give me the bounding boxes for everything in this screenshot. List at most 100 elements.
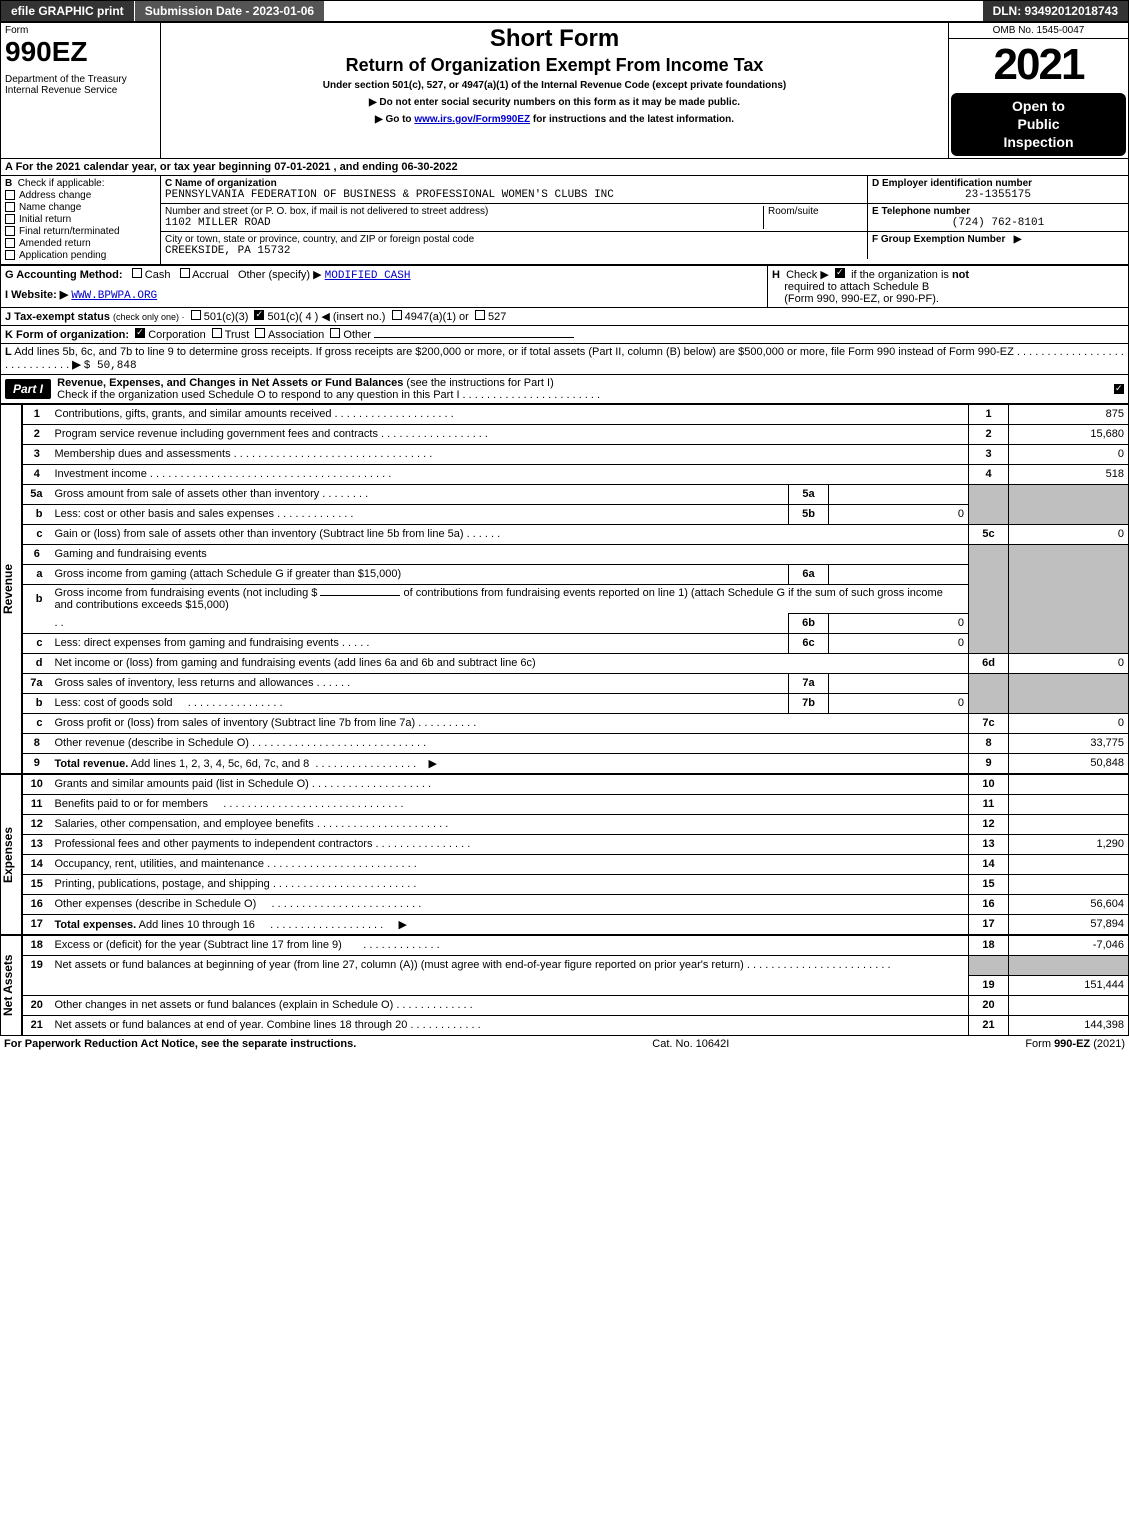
h-check-text: Check ▶ xyxy=(786,269,829,281)
name-change-checkbox-line[interactable]: Name change xyxy=(5,202,156,213)
other-specify-label: Other (specify) ▶ xyxy=(238,269,322,281)
association-checkbox[interactable] xyxy=(255,328,265,338)
schedule-o-checkbox[interactable] xyxy=(1114,384,1124,394)
b-label: B xyxy=(5,178,12,189)
line-18-val: -7,046 xyxy=(1009,935,1129,955)
final-return-label: Final return/terminated xyxy=(19,226,120,237)
corporation-checkbox[interactable] xyxy=(135,328,145,338)
application-pending-checkbox[interactable] xyxy=(5,250,15,260)
line-5ab-grey xyxy=(969,484,1009,524)
line-3-ref: 3 xyxy=(969,444,1009,464)
527-label: 527 xyxy=(488,311,506,323)
final-return-checkbox-line[interactable]: Final return/terminated xyxy=(5,226,156,237)
line-6a-desc: Gross income from gaming (attach Schedul… xyxy=(55,568,402,580)
501c4-label: 501(c)( 4 ) ◀ (insert no.) xyxy=(268,311,386,323)
line-13: 13Professional fees and other payments t… xyxy=(23,834,1129,854)
j-sub: (check only one) · xyxy=(113,312,185,322)
501c4-checkbox[interactable] xyxy=(254,310,264,320)
line-9-val: 50,848 xyxy=(1009,753,1129,773)
submission-date-button[interactable]: Submission Date - 2023-01-06 xyxy=(135,1,325,21)
line-18-ref: 18 xyxy=(969,935,1009,955)
h-label: H xyxy=(772,269,780,281)
line-14: 14Occupancy, rent, utilities, and mainte… xyxy=(23,854,1129,874)
irs-label: Internal Revenue Service xyxy=(5,85,117,96)
line-16-val: 56,604 xyxy=(1009,894,1129,914)
section-l: L Add lines 5b, 6c, and 7b to line 9 to … xyxy=(0,344,1129,375)
expenses-lines: 10Grants and similar amounts paid (list … xyxy=(22,774,1129,935)
f-arrow-icon: ▶ xyxy=(1014,234,1022,245)
line-6c: cLess: direct expenses from gaming and f… xyxy=(23,633,1129,653)
street-cell: Number and street (or P. O. box, if mail… xyxy=(161,204,868,231)
form-label: Form xyxy=(5,25,156,36)
line-6-desc: Gaming and fundraising events xyxy=(55,548,207,560)
department-label: Department of the Treasury Internal Reve… xyxy=(5,74,156,96)
4947-checkbox[interactable] xyxy=(392,310,402,320)
note2-prefix: ▶ Go to xyxy=(375,114,414,125)
h-text3: required to attach Schedule B xyxy=(784,281,929,293)
association-label: Association xyxy=(268,329,324,341)
line-7a-desc: Gross sales of inventory, less returns a… xyxy=(55,677,314,689)
open-to-public-inspection: Open to Public Inspection xyxy=(951,93,1126,156)
irs-link[interactable]: www.irs.gov/Form990EZ xyxy=(414,114,530,125)
line-6b-subref: 6b xyxy=(789,613,829,633)
phone-cell: E Telephone number (724) 762-8101 xyxy=(868,204,1128,231)
room-label: Room/suite xyxy=(768,206,819,217)
website-link[interactable]: WWW.BPWPA.ORG xyxy=(71,290,157,302)
cash-checkbox[interactable] xyxy=(132,268,142,278)
org-name-cell: C Name of organization PENNSYLVANIA FEDE… xyxy=(161,176,868,203)
name-change-checkbox[interactable] xyxy=(5,202,15,212)
line-1: 1Contributions, gifts, grants, and simil… xyxy=(23,404,1129,424)
501c3-checkbox[interactable] xyxy=(191,310,201,320)
section-g-h: G Accounting Method: Cash Accrual Other … xyxy=(0,265,1129,308)
trust-checkbox[interactable] xyxy=(212,328,222,338)
accounting-method-link[interactable]: MODIFIED CASH xyxy=(325,270,411,282)
city-label: City or town, state or province, country… xyxy=(165,234,474,245)
line-6d-val: 0 xyxy=(1009,653,1129,673)
line-4: 4Investment income . . . . . . . . . . .… xyxy=(23,464,1129,484)
line-5c: cGain or (loss) from sale of assets othe… xyxy=(23,524,1129,544)
final-return-checkbox[interactable] xyxy=(5,226,15,236)
tax-year: 2021 xyxy=(949,39,1128,91)
header-right-cell: OMB No. 1545-0047 2021 Open to Public In… xyxy=(949,23,1129,159)
application-pending-checkbox-line[interactable]: Application pending xyxy=(5,250,156,261)
4947-label: 4947(a)(1) or xyxy=(405,311,469,323)
line-6a-subref: 6a xyxy=(789,564,829,584)
page-footer: For Paperwork Reduction Act Notice, see … xyxy=(0,1036,1129,1052)
amended-return-checkbox[interactable] xyxy=(5,238,15,248)
efile-print-button[interactable]: efile GRAPHIC print xyxy=(1,1,135,21)
header-left-cell: Form 990EZ Department of the Treasury In… xyxy=(1,23,161,159)
line-6b-blank xyxy=(320,595,400,596)
line-4-desc: Investment income xyxy=(55,468,147,480)
other-checkbox[interactable] xyxy=(330,328,340,338)
schedule-b-checkbox[interactable] xyxy=(835,268,845,278)
line-7c: cGross profit or (loss) from sales of in… xyxy=(23,713,1129,733)
line-20-ref: 20 xyxy=(969,995,1009,1015)
revenue-lines: 1Contributions, gifts, grants, and simil… xyxy=(22,404,1129,774)
accrual-checkbox[interactable] xyxy=(180,268,190,278)
line-6-grey-val xyxy=(1009,544,1129,653)
form-title: Return of Organization Exempt From Incom… xyxy=(165,55,944,76)
line-19-ref: 19 xyxy=(969,975,1009,995)
address-change-checkbox[interactable] xyxy=(5,190,15,200)
dln-label: DLN: 93492012018743 xyxy=(983,1,1128,21)
section-i-cell: I Website: ▶ WWW.BPWPA.ORG xyxy=(1,286,768,307)
address-change-checkbox-line[interactable]: Address change xyxy=(5,190,156,201)
line-6a-subval xyxy=(829,564,969,584)
footer-left: For Paperwork Reduction Act Notice, see … xyxy=(4,1038,356,1050)
org-name: PENNSYLVANIA FEDERATION OF BUSINESS & PR… xyxy=(165,189,614,201)
k-label: K Form of organization: xyxy=(5,329,129,341)
part-i-header: Part I Revenue, Expenses, and Changes in… xyxy=(0,375,1129,404)
initial-return-checkbox[interactable] xyxy=(5,214,15,224)
527-checkbox[interactable] xyxy=(475,310,485,320)
initial-return-checkbox-line[interactable]: Initial return xyxy=(5,214,156,225)
revenue-side-label: Revenue xyxy=(0,404,22,774)
amended-return-checkbox-line[interactable]: Amended return xyxy=(5,238,156,249)
line-1-ref: 1 xyxy=(969,404,1009,424)
line-12-val xyxy=(1009,814,1129,834)
line-6c-subval: 0 xyxy=(829,633,969,653)
section-h-cell: H Check ▶ if the organization is not req… xyxy=(768,265,1129,307)
initial-return-label: Initial return xyxy=(19,214,71,225)
line-12-ref: 12 xyxy=(969,814,1009,834)
line-7a-subval xyxy=(829,673,969,693)
l-label: L xyxy=(5,346,12,358)
